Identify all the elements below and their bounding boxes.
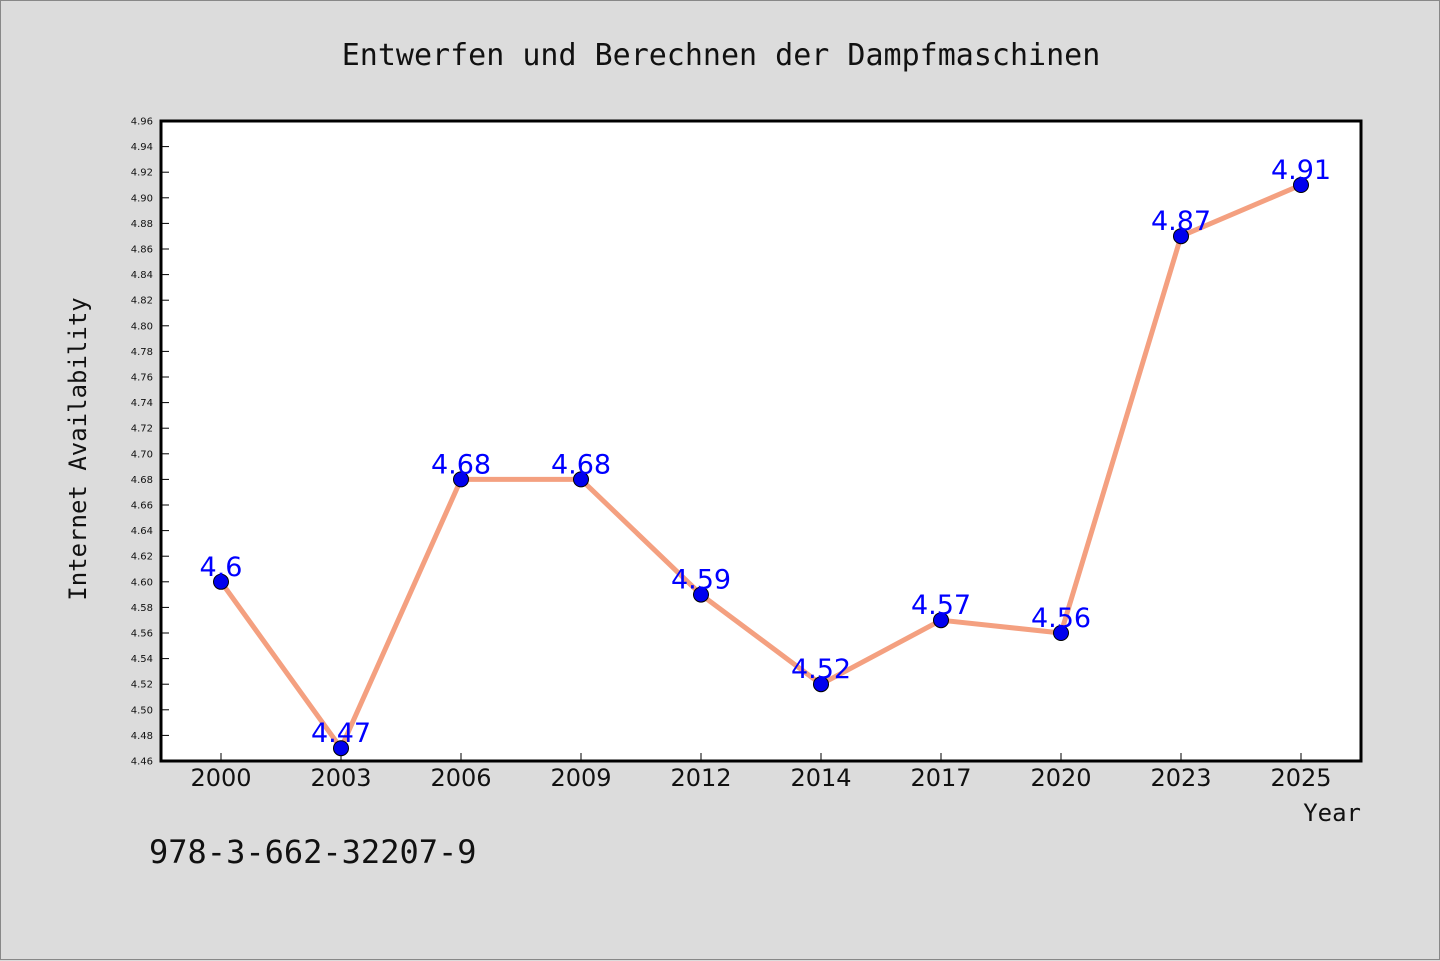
x-tick-label: 2014 — [790, 764, 851, 792]
isbn-text: 978-3-662-32207-9 — [149, 833, 477, 871]
data-point — [453, 471, 469, 488]
y-tick-label: 4.50 — [131, 705, 153, 716]
x-tick-label: 2006 — [430, 764, 491, 792]
y-tick-label: 4.74 — [131, 398, 153, 409]
y-axis-label: Internet Availability — [64, 297, 92, 600]
y-tick-label: 4.82 — [131, 296, 153, 307]
y-tick-label: 4.68 — [131, 475, 153, 486]
y-tick-label: 4.78 — [131, 347, 153, 358]
series-line-group — [213, 177, 1309, 757]
data-label: 4.91 — [1271, 155, 1331, 186]
data-point — [813, 676, 829, 693]
y-tick-label: 4.64 — [131, 526, 153, 537]
data-label: 4.47 — [311, 718, 371, 749]
x-axis-label: Year — [1303, 799, 1361, 827]
y-tick-label: 4.80 — [131, 321, 153, 332]
y-tick-label: 4.76 — [131, 373, 153, 384]
data-label: 4.56 — [1031, 603, 1091, 634]
y-tick-label: 4.66 — [131, 501, 153, 512]
data-label: 4.52 — [791, 654, 851, 685]
x-tick-label: 2017 — [910, 764, 971, 792]
y-tick-label: 4.92 — [131, 168, 153, 179]
series-line — [218, 182, 1302, 751]
data-point — [1173, 228, 1189, 245]
y-tick-label: 4.54 — [131, 654, 153, 665]
y-tick-label: 4.86 — [131, 245, 153, 256]
x-tick-label: 2023 — [1150, 764, 1211, 792]
y-axis: 4.46 4.48 4.50 4.52 4.54 4.56 4.58 4.60 4.62 4.64… — [131, 117, 169, 768]
data-point — [333, 740, 349, 757]
x-tick-label: 2025 — [1270, 764, 1331, 792]
data-label: 4.57 — [911, 590, 971, 621]
x-axis: 2000 2003 2006 2009 2012 2014 2017 2020 2023 2025 — [190, 753, 1332, 792]
x-tick-label: 2012 — [670, 764, 731, 792]
chart-title: Entwerfen und Berechnen der Dampfmaschin… — [342, 38, 1101, 73]
y-tick-label: 4.96 — [131, 117, 153, 128]
data-point — [573, 471, 589, 488]
data-label: 4.59 — [671, 565, 731, 596]
data-point — [1053, 625, 1069, 641]
x-tick-label: 2003 — [310, 764, 371, 792]
plot-area — [159, 119, 1363, 763]
data-label: 4.68 — [551, 449, 611, 480]
x-tick-label: 2000 — [190, 764, 251, 792]
y-tick-label: 4.84 — [131, 270, 153, 281]
data-label: 4.68 — [431, 449, 491, 480]
data-point — [213, 573, 229, 590]
x-tick-label: 2020 — [1030, 764, 1091, 792]
y-tick-label: 4.58 — [131, 603, 153, 614]
data-label: 4.6 — [200, 552, 243, 583]
data-label: 4.87 — [1151, 206, 1211, 237]
data-point — [693, 586, 709, 603]
y-tick-label: 4.52 — [131, 680, 153, 691]
y-tick-label: 4.70 — [131, 449, 153, 460]
data-point — [1293, 177, 1309, 193]
data-point — [933, 612, 949, 629]
y-tick-label: 4.60 — [131, 577, 153, 588]
y-tick-label: 4.46 — [131, 757, 153, 768]
y-tick-label: 4.48 — [131, 731, 153, 742]
y-tick-label: 4.94 — [131, 142, 153, 153]
data-labels: 4.6 4.47 4.68 4.68 4.59 4.52 4.57 4.56 4.87 4.91 — [200, 155, 1332, 749]
y-tick-label: 4.56 — [131, 629, 153, 640]
y-tick-label: 4.62 — [131, 552, 153, 563]
x-tick-label: 2009 — [550, 764, 611, 792]
y-tick-label: 4.88 — [131, 219, 153, 230]
y-tick-label: 4.90 — [131, 193, 153, 204]
y-tick-label: 4.72 — [131, 424, 153, 435]
